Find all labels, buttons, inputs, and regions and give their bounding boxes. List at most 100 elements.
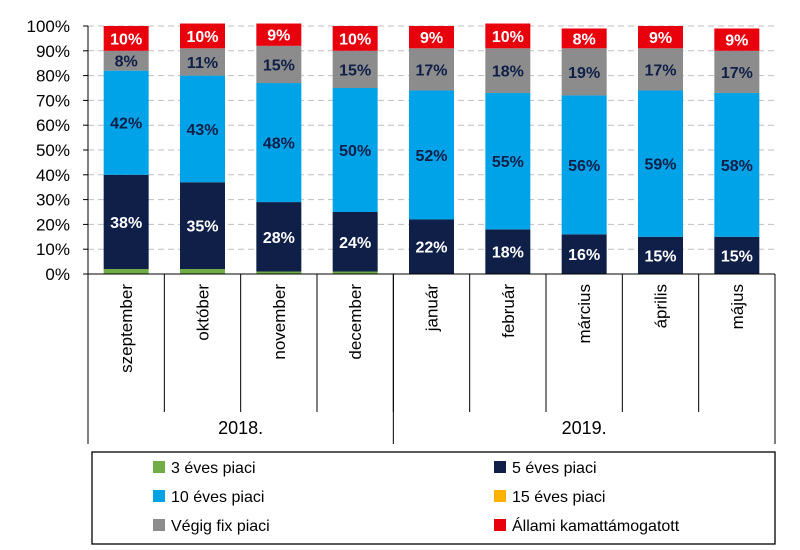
bar-segment bbox=[332, 271, 378, 274]
x-category-label: május bbox=[728, 284, 747, 329]
legend-label: Állami kamattámogatott bbox=[512, 516, 680, 535]
bar-segment bbox=[638, 26, 683, 49]
data-label: 9% bbox=[725, 33, 748, 50]
bar-segment bbox=[256, 23, 302, 46]
bar-segment bbox=[103, 50, 149, 71]
data-label: 10% bbox=[492, 29, 524, 46]
bar-segment bbox=[409, 48, 454, 91]
data-label: 18% bbox=[492, 245, 524, 262]
bar-segment bbox=[256, 83, 302, 203]
y-tick-label: 0% bbox=[45, 265, 70, 284]
legend-label: 3 éves piaci bbox=[171, 460, 256, 477]
data-label: 10% bbox=[110, 31, 142, 48]
data-label: 22% bbox=[415, 240, 447, 257]
data-label: 55% bbox=[492, 154, 524, 171]
data-label: 19% bbox=[568, 65, 600, 82]
bar-segment bbox=[103, 269, 149, 274]
legend-swatch bbox=[494, 461, 506, 473]
legend-label: 15 éves piaci bbox=[512, 489, 605, 506]
legend-label: 5 éves piaci bbox=[512, 460, 597, 477]
data-label: 17% bbox=[721, 65, 753, 82]
x-category-label: április bbox=[652, 284, 671, 328]
bar-segment bbox=[103, 174, 149, 270]
bar-segment bbox=[332, 88, 378, 212]
legend-label: Végig fix piaci bbox=[171, 518, 270, 535]
x-group-label: 2019. bbox=[562, 418, 607, 438]
bar-segment bbox=[332, 26, 378, 51]
data-label: 10% bbox=[339, 31, 371, 48]
bar-segment bbox=[409, 90, 454, 220]
legend: 3 éves piaci 5 éves piaci 10 éves piaci 15 … bbox=[91, 451, 776, 545]
bar-segment bbox=[485, 23, 531, 49]
data-label: 17% bbox=[415, 62, 447, 79]
data-label: 24% bbox=[339, 235, 371, 252]
bar-segment bbox=[485, 92, 531, 230]
data-label: 48% bbox=[263, 136, 295, 153]
y-tick-label: 10% bbox=[36, 240, 70, 259]
bar-segment bbox=[561, 95, 607, 235]
legend-swatch bbox=[153, 461, 165, 473]
data-label: 15% bbox=[644, 248, 676, 265]
y-tick-label: 60% bbox=[36, 116, 70, 135]
bar-segment bbox=[103, 70, 149, 175]
data-label: 56% bbox=[568, 158, 600, 175]
data-label: 52% bbox=[415, 148, 447, 165]
y-tick-label: 50% bbox=[36, 141, 70, 160]
x-category-label: december bbox=[346, 284, 365, 360]
data-label: 59% bbox=[644, 157, 676, 174]
bar-segment bbox=[256, 271, 302, 274]
data-label: 8% bbox=[573, 31, 596, 48]
bar-segment bbox=[561, 28, 607, 49]
data-label: 9% bbox=[649, 30, 672, 47]
x-group-label: 2018. bbox=[218, 418, 263, 438]
y-tick-label: 100% bbox=[27, 17, 70, 36]
bar-segment bbox=[256, 45, 302, 84]
data-label: 15% bbox=[263, 57, 295, 74]
bars bbox=[103, 23, 760, 274]
data-label: 35% bbox=[186, 219, 218, 236]
bar-segment bbox=[180, 48, 225, 76]
data-label: 15% bbox=[339, 62, 371, 79]
data-label: 11% bbox=[187, 55, 218, 72]
legend-label: 10 éves piaci bbox=[171, 489, 264, 506]
bar-segment bbox=[180, 182, 225, 270]
bar-segment bbox=[714, 28, 760, 51]
data-label: 8% bbox=[115, 54, 138, 71]
data-label: 50% bbox=[339, 143, 371, 160]
legend-box bbox=[91, 451, 776, 545]
data-label: 38% bbox=[110, 215, 142, 232]
x-category-label: november bbox=[270, 284, 289, 360]
legend-swatch bbox=[494, 519, 506, 531]
bar-segment bbox=[180, 75, 225, 183]
bar-segment bbox=[638, 236, 683, 274]
y-tick-label: 30% bbox=[36, 191, 70, 210]
x-category-label: január bbox=[423, 284, 442, 333]
bar-segment bbox=[714, 236, 760, 274]
data-label: 16% bbox=[568, 247, 600, 264]
y-tick-label: 20% bbox=[36, 215, 70, 234]
y-tick-label: 70% bbox=[36, 91, 70, 110]
data-label: 9% bbox=[420, 30, 443, 47]
data-label: 28% bbox=[263, 230, 295, 247]
bar-segment bbox=[485, 48, 531, 93]
bar-segment bbox=[714, 50, 760, 93]
data-label: 9% bbox=[267, 28, 290, 45]
data-label: 15% bbox=[721, 248, 753, 265]
bar-segment bbox=[256, 202, 302, 272]
data-label: 17% bbox=[644, 62, 676, 79]
bar-segment bbox=[561, 234, 607, 274]
data-label: 43% bbox=[186, 122, 218, 139]
bar-segment bbox=[103, 26, 149, 51]
bar-segment bbox=[180, 23, 225, 49]
axes: 0% 10% 20% 30% 40% 50% 60% 70% 80% 90% 100% szeptem… bbox=[27, 17, 776, 444]
bar-segment bbox=[332, 212, 378, 272]
y-tick-label: 90% bbox=[36, 42, 70, 61]
bar-segment bbox=[714, 92, 760, 237]
bar-segment bbox=[638, 90, 683, 237]
bar-segment bbox=[409, 219, 454, 274]
bar-segment bbox=[332, 50, 378, 88]
bar-segment bbox=[485, 229, 531, 274]
data-label: 10% bbox=[186, 29, 218, 46]
legend-swatch bbox=[153, 490, 165, 502]
bar-segment bbox=[409, 26, 454, 49]
